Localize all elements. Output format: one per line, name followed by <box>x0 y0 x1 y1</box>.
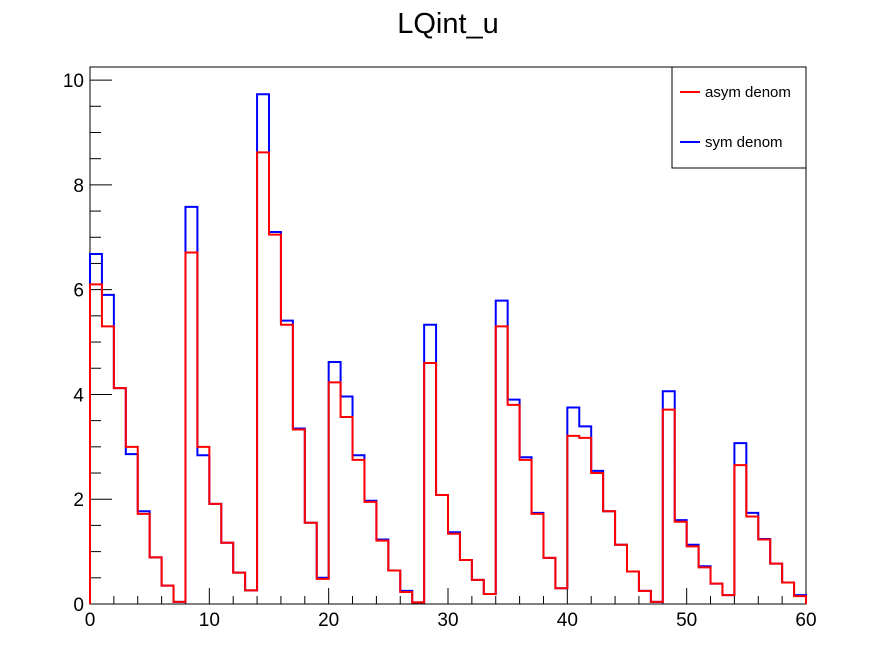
x-tick-label: 20 <box>318 610 339 631</box>
legend: asym denom sym denom <box>671 66 807 169</box>
y-tick-label: 6 <box>73 281 84 302</box>
x-tick-label: 0 <box>85 610 96 631</box>
series-asym-denom-line <box>89 151 807 604</box>
y-tick-label: 4 <box>73 385 84 406</box>
x-tick-label: 60 <box>795 610 816 631</box>
x-axis: 0 10 20 30 40 50 60 <box>85 588 817 631</box>
x-tick-label: 40 <box>557 610 578 631</box>
series-layer <box>89 93 807 604</box>
legend-label-sym-denom: sym denom <box>705 134 783 151</box>
x-tick-label: 30 <box>437 610 458 631</box>
y-tick-label: 0 <box>73 595 84 616</box>
x-tick-label: 50 <box>676 610 697 631</box>
y-tick-label: 10 <box>63 71 84 92</box>
x-tick-label: 10 <box>199 610 220 631</box>
chart-title: LQint_u <box>397 8 499 40</box>
legend-box <box>671 66 807 169</box>
y-tick-label: 8 <box>73 176 84 197</box>
y-axis: 0 2 4 6 8 10 <box>63 71 112 616</box>
y-tick-label: 2 <box>73 490 84 511</box>
legend-label-asym-denom: asym denom <box>705 84 791 101</box>
